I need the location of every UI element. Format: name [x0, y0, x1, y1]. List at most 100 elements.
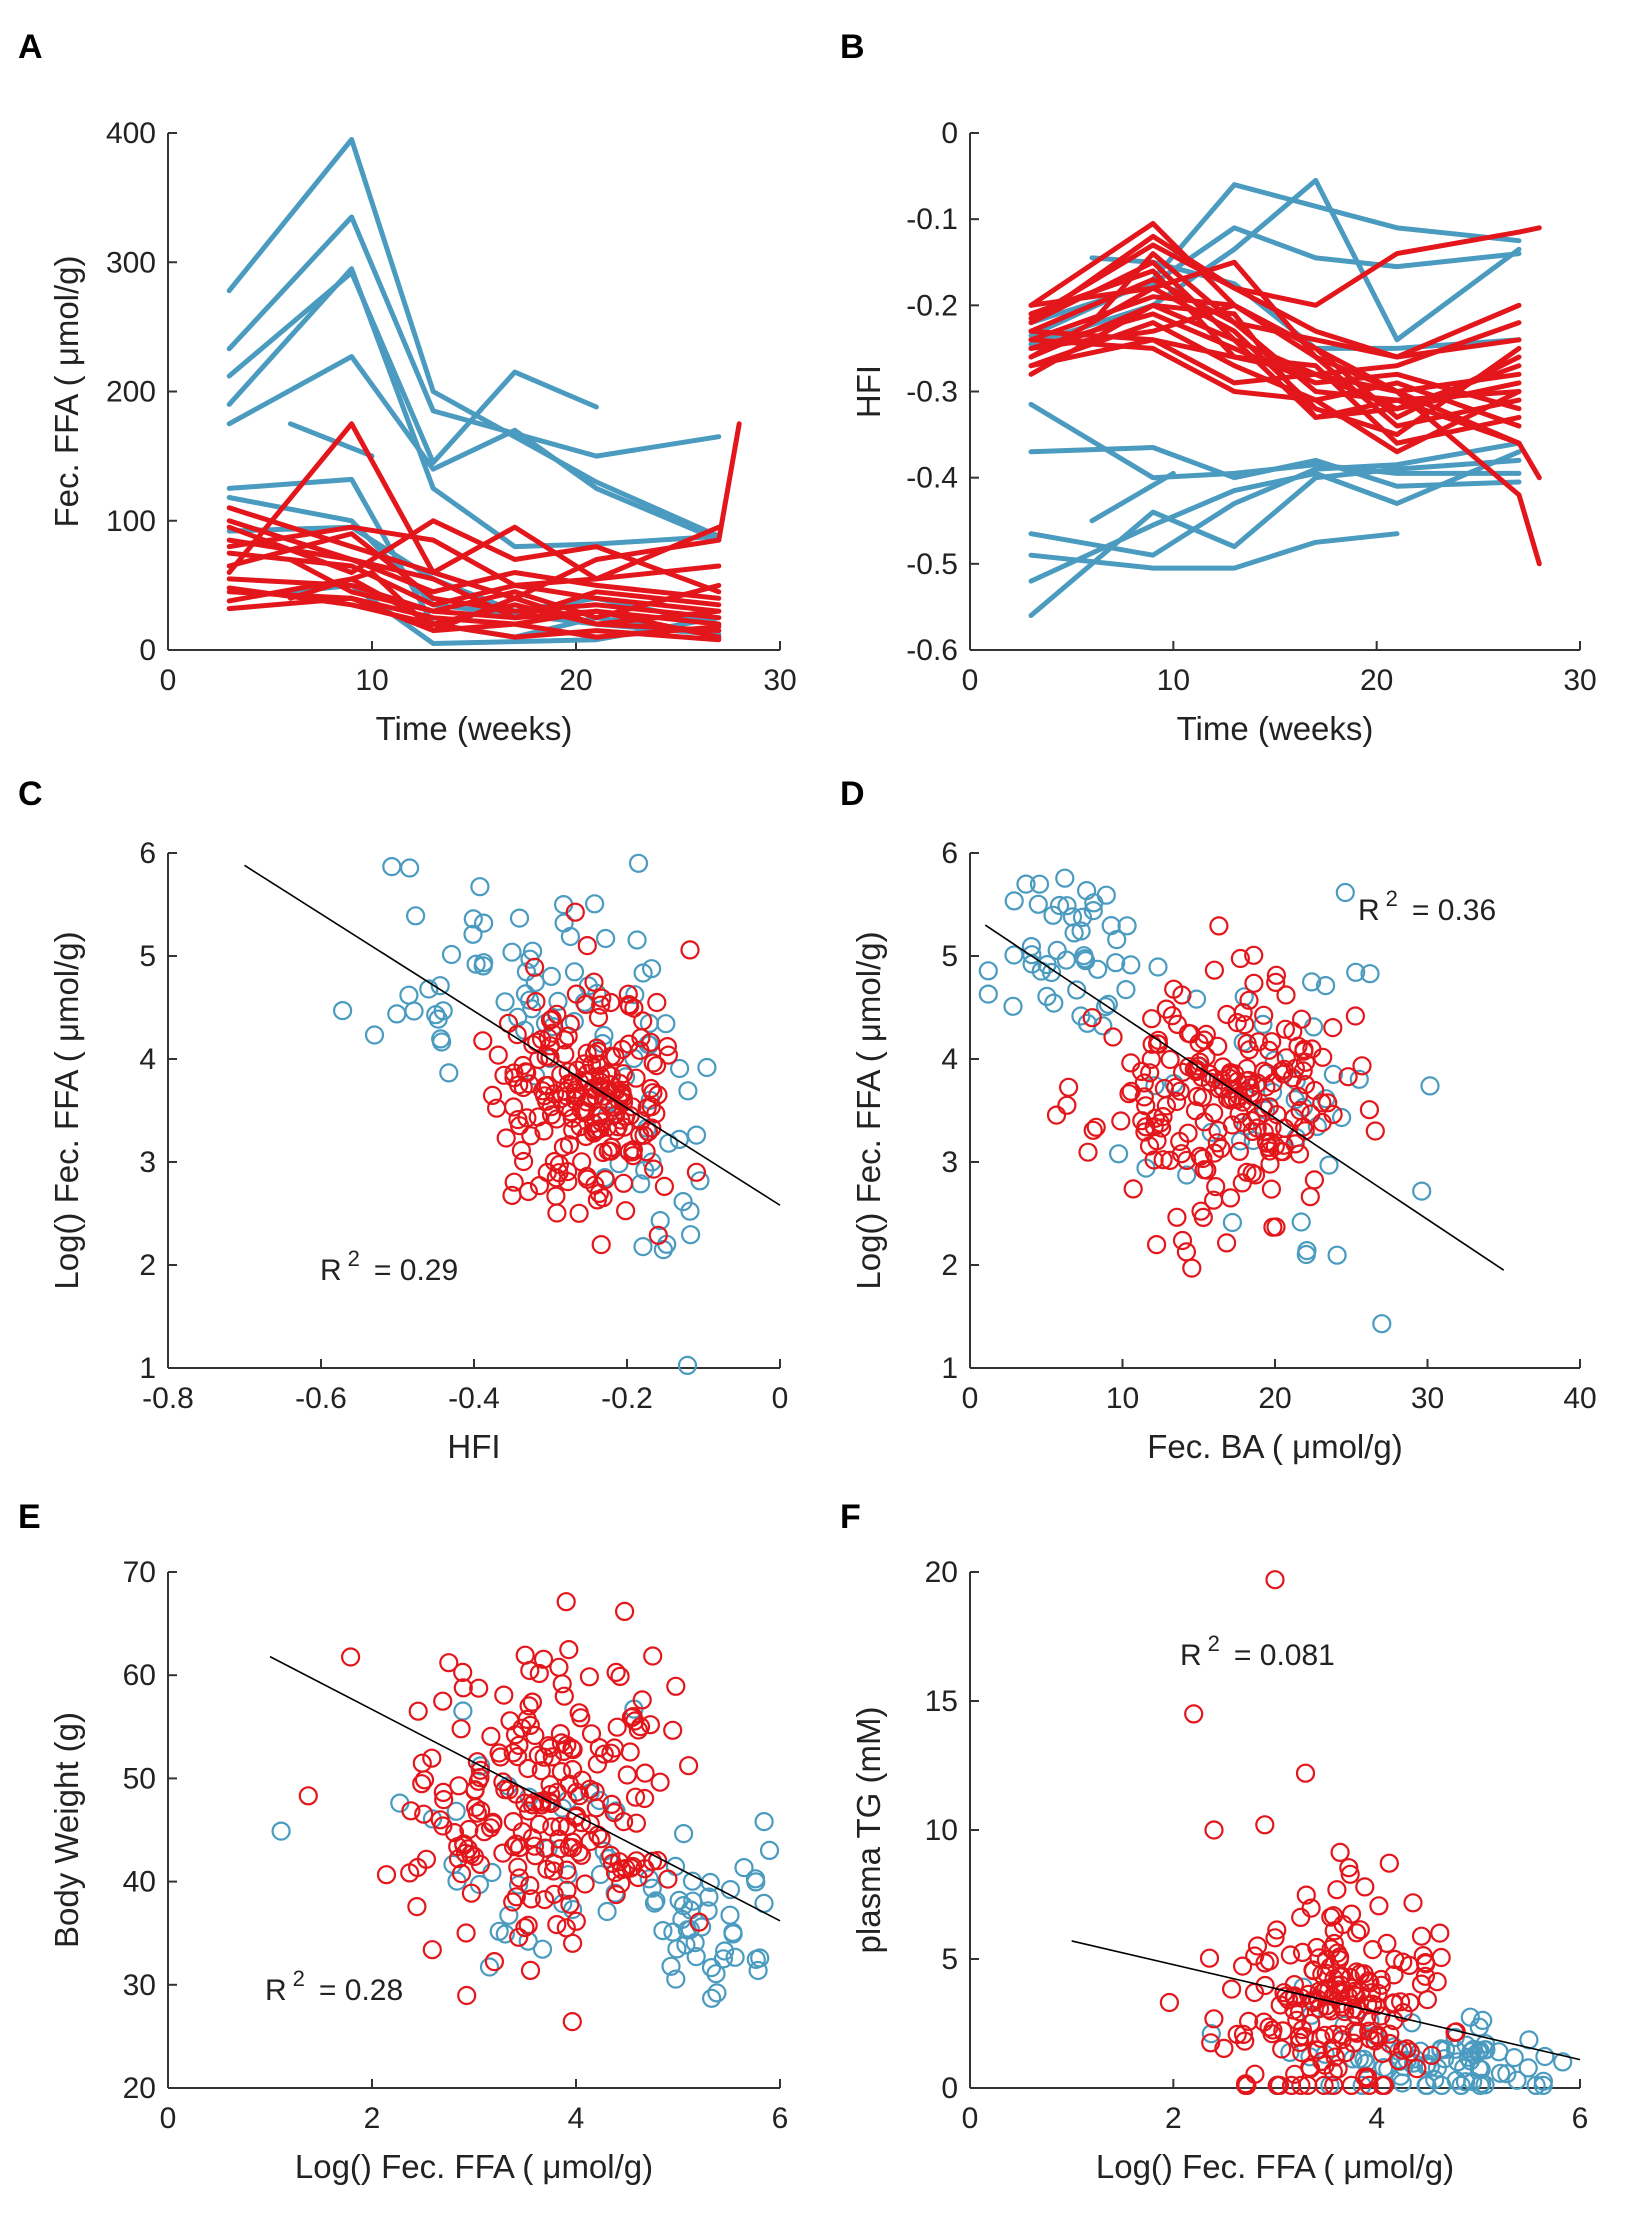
- data-point-red: [1308, 2040, 1328, 2060]
- data-point-red: [1159, 1992, 1180, 2013]
- data-point-blue: [1222, 1212, 1243, 1233]
- data-point-red: [1330, 1994, 1351, 2014]
- y-tick-label: 70: [123, 1556, 156, 1589]
- data-point-blue: [1280, 2042, 1300, 2062]
- data-point-red: [1327, 1880, 1347, 1900]
- data-point-red: [453, 1678, 473, 1698]
- data-point-red: [620, 1742, 640, 1762]
- data-point-blue: [707, 1983, 727, 2003]
- data-point-red: [1355, 1877, 1375, 1897]
- data-point-blue: [680, 1225, 701, 1245]
- data-point-red: [575, 1874, 595, 1894]
- data-point-red: [1269, 2075, 1290, 2095]
- data-point-red: [1230, 948, 1251, 969]
- data-point-blue: [426, 1005, 446, 1025]
- data-point-red: [558, 1171, 578, 1192]
- data-point-red: [430, 1810, 450, 1830]
- data-point-blue: [635, 1160, 655, 1180]
- data-point-red: [1245, 1946, 1265, 1966]
- data-point-red: [558, 1026, 578, 1046]
- x-tick-label: 20: [1258, 1382, 1291, 1415]
- series-line-blue-3: [226, 270, 599, 466]
- data-point-red: [1275, 1019, 1296, 1039]
- data-point-red: [555, 1030, 575, 1050]
- data-point-red: [556, 1918, 576, 1938]
- plot-area: [1071, 1570, 1581, 2095]
- data-point-red: [1312, 1964, 1332, 1984]
- series-line-blue-4: [226, 266, 722, 550]
- data-point-red: [1393, 2002, 1413, 2023]
- data-point-red: [643, 1083, 663, 1103]
- data-point-red: [654, 1176, 675, 1197]
- data-point-red: [1220, 1062, 1241, 1083]
- data-point-blue: [1037, 954, 1057, 975]
- data-point-red: [298, 1786, 318, 1806]
- data-point-red: [1280, 1945, 1301, 1965]
- data-point-red: [1253, 1098, 1273, 1118]
- data-point-red: [646, 1055, 667, 1076]
- data-point-blue: [463, 924, 483, 944]
- data-point-red: [1233, 1002, 1253, 1023]
- data-point-red: [613, 1064, 634, 1084]
- data-point-blue: [1083, 900, 1103, 921]
- data-point-blue: [701, 1988, 722, 2008]
- data-point-blue: [1553, 2052, 1573, 2072]
- data-point-red: [433, 1782, 453, 1803]
- data-point-red: [547, 1914, 567, 1935]
- data-point-red: [562, 1759, 583, 1780]
- data-point-red: [542, 1747, 562, 1767]
- data-point-red: [1150, 1113, 1171, 1133]
- panel-letter: B: [840, 28, 865, 66]
- panel-c: C -0.8 -0.6 -0.4 -0.2 0 1 2 3 4 5 6 HFI Log() Fec. FF…: [18, 775, 788, 1465]
- data-point-red: [509, 1868, 530, 1888]
- series-line-blue-10: [1028, 457, 1522, 618]
- data-point-red: [557, 1880, 577, 1900]
- data-point-red: [1058, 1077, 1079, 1097]
- r-squared-sup: 2: [348, 1246, 360, 1271]
- data-point-blue: [495, 992, 515, 1012]
- series-line-blue-2: [226, 214, 722, 459]
- data-point-blue: [666, 1969, 686, 1989]
- data-point-blue: [1349, 1069, 1369, 1089]
- data-point-red: [414, 1770, 435, 1790]
- data-point-red: [1295, 1121, 1315, 1141]
- data-point-blue: [525, 972, 545, 993]
- data-point-red: [634, 1788, 655, 1809]
- data-point-red: [1172, 1230, 1193, 1251]
- data-point-blue: [1047, 940, 1067, 961]
- data-point-red: [591, 995, 611, 1015]
- r-squared-sup: 2: [293, 1966, 305, 1991]
- data-point-red: [650, 1772, 670, 1792]
- plot-area: [244, 853, 781, 1376]
- data-point-red: [503, 1811, 523, 1832]
- data-point-blue: [474, 913, 494, 933]
- data-point-red: [1393, 1952, 1413, 1972]
- plot-area: [226, 137, 742, 646]
- data-point-blue: [1412, 1181, 1432, 1201]
- r-squared-sup: 2: [1386, 886, 1398, 911]
- data-point-blue: [518, 1931, 538, 1951]
- data-point-red: [532, 1081, 553, 1101]
- data-point-red: [557, 1860, 577, 1880]
- data-point-blue: [382, 856, 402, 877]
- data-point-blue: [1335, 882, 1355, 903]
- data-point-red: [1261, 1132, 1281, 1152]
- data-point-red: [551, 1761, 572, 1782]
- data-point-blue: [700, 1872, 720, 1893]
- data-point-red: [1154, 1078, 1175, 1099]
- data-point-red: [1415, 1966, 1436, 1986]
- data-point-red: [1397, 2039, 1417, 2059]
- data-point-red: [1369, 1896, 1389, 1916]
- data-point-red: [574, 1103, 595, 1123]
- data-point-red: [557, 1735, 577, 1755]
- data-point-red: [1242, 1121, 1263, 1142]
- data-point-red: [535, 1838, 555, 1858]
- data-point-blue: [271, 1821, 291, 1841]
- data-point-blue: [1473, 2010, 1493, 2031]
- data-point-blue: [502, 942, 522, 962]
- data-point-blue: [628, 853, 649, 873]
- y-tick-label: 200: [106, 376, 156, 409]
- data-point-red: [439, 1653, 459, 1673]
- x-tick-label: 0: [962, 1382, 979, 1415]
- data-point-red: [1307, 1989, 1328, 2009]
